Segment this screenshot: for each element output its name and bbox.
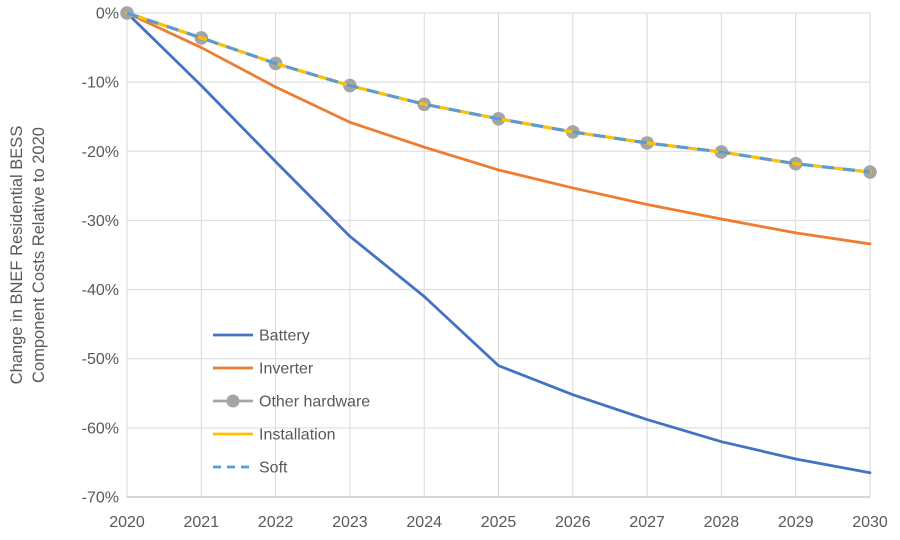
x-tick-label: 2020 <box>109 514 145 531</box>
y-tick-label: -40% <box>82 282 119 299</box>
x-tick-label: 2030 <box>852 514 888 531</box>
y-axis-title-line: Change in BNEF Residential BESS <box>8 126 26 385</box>
legend: Battery Inverter Other hardware Installatio… <box>213 328 370 477</box>
series-soft <box>126 11 871 174</box>
x-tick-label: 2026 <box>555 514 591 531</box>
legend-label-inverter: Inverter <box>259 361 314 378</box>
y-axis-labels: 0% -10% -20% -30% -40% -50% -60% -70% <box>82 6 119 507</box>
gridlines <box>126 12 871 498</box>
series-battery <box>125 11 872 475</box>
legend-label-battery: Battery <box>259 328 310 345</box>
y-tick-label: -60% <box>82 420 119 437</box>
legend-item-installation: Installation <box>213 427 336 444</box>
series-inverter <box>125 11 872 246</box>
series-soft-line <box>126 11 871 174</box>
x-tick-label: 2027 <box>629 514 665 531</box>
x-tick-label: 2028 <box>704 514 740 531</box>
legend-item-battery: Battery <box>213 328 310 345</box>
y-tick-label: -20% <box>82 144 119 161</box>
x-tick-label: 2023 <box>332 514 368 531</box>
legend-marker-other-hardware <box>226 394 240 408</box>
legend-label-other-hardware: Other hardware <box>259 394 370 411</box>
y-axis-title-line: Component Costs Relative to 2020 <box>30 127 48 383</box>
series-battery-line <box>125 11 872 475</box>
x-tick-label: 2029 <box>778 514 814 531</box>
legend-item-soft: Soft <box>213 460 288 477</box>
x-tick-label: 2022 <box>258 514 294 531</box>
x-tick-label: 2025 <box>481 514 517 531</box>
legend-label-installation: Installation <box>259 427 336 444</box>
y-tick-label: -30% <box>82 213 119 230</box>
series-inverter-line <box>125 11 872 246</box>
y-tick-label: -50% <box>82 351 119 368</box>
x-tick-label: 2021 <box>184 514 220 531</box>
legend-item-inverter: Inverter <box>213 361 314 378</box>
y-tick-label: 0% <box>96 6 119 23</box>
legend-item-other-hardware: Other hardware <box>213 394 370 411</box>
legend-label-soft: Soft <box>259 460 288 477</box>
x-tick-label: 2024 <box>406 514 442 531</box>
x-axis-labels: 2020 2021 2022 2023 2024 2025 2026 2027 2028 2029… <box>109 514 888 531</box>
y-tick-label: -70% <box>82 490 119 507</box>
y-axis-title: Change in BNEF Residential BESS Component… <box>8 126 48 385</box>
y-tick-label: -10% <box>82 75 119 92</box>
